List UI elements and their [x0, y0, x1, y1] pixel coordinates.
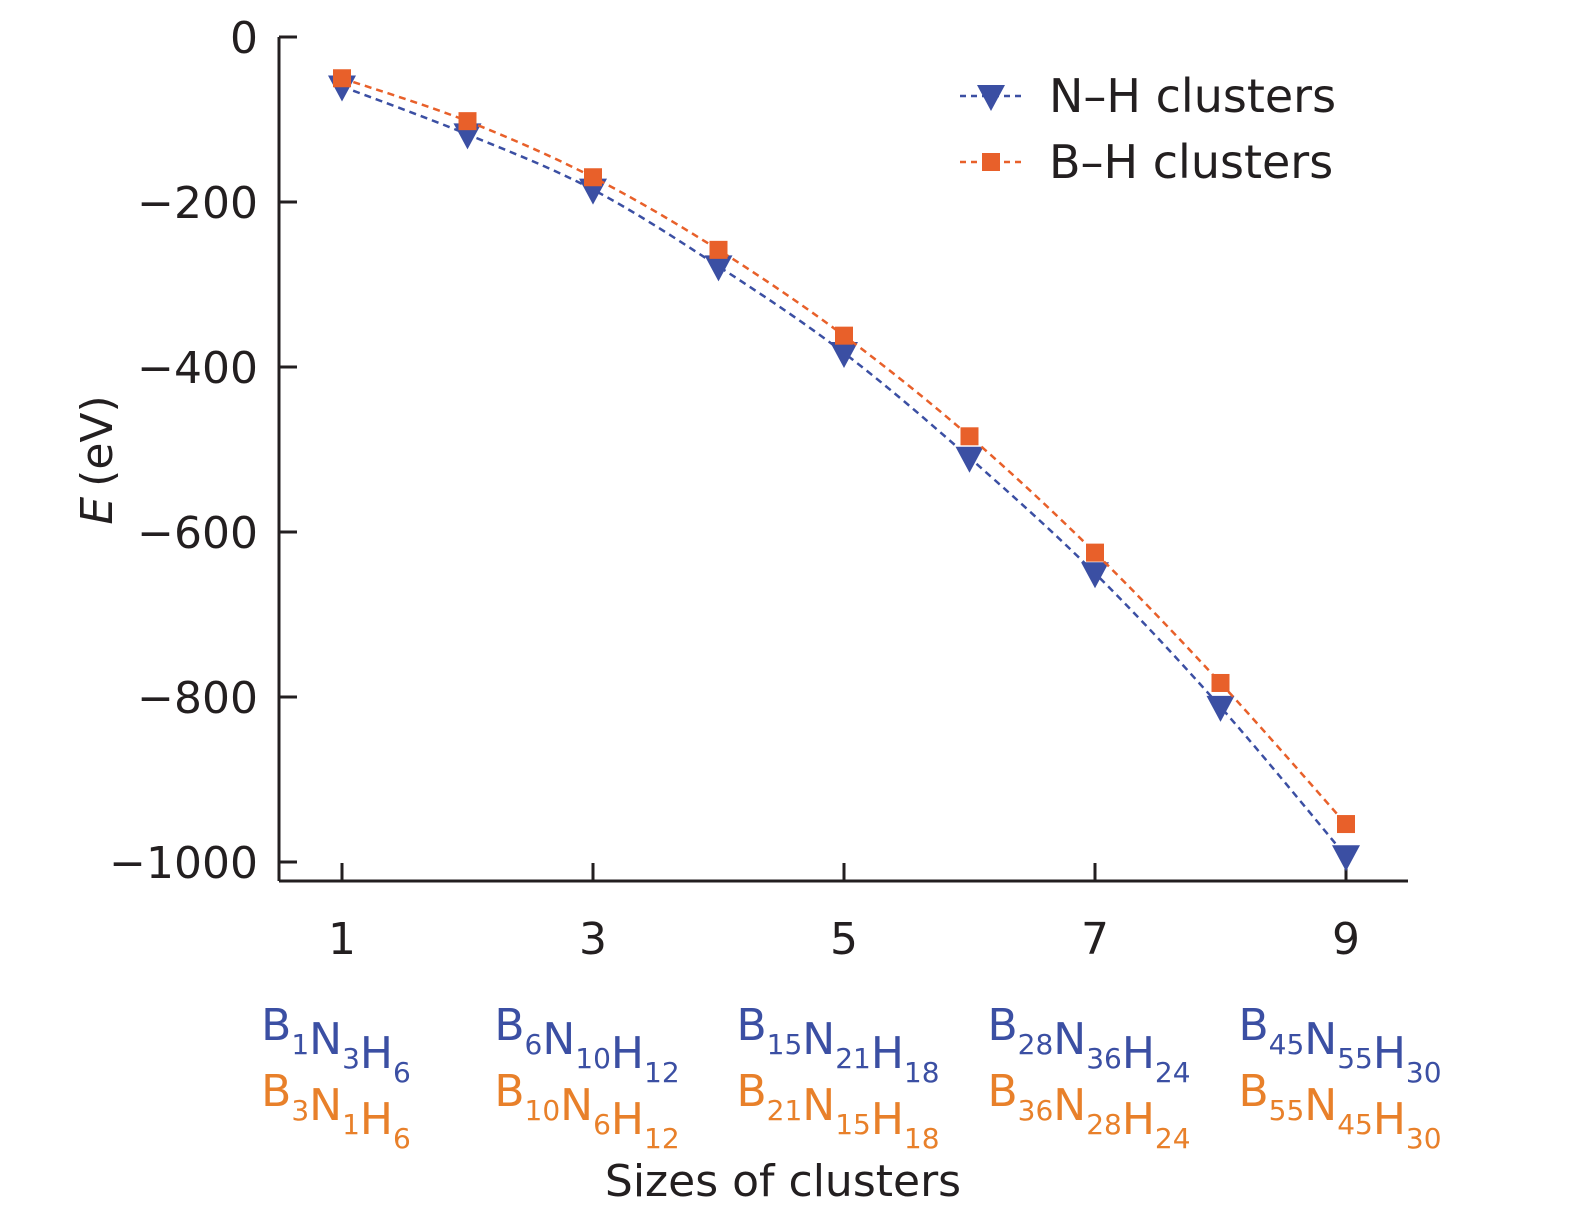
- x-tick-label: 7: [1081, 914, 1109, 965]
- legend-square-marker: [982, 153, 1000, 171]
- formula-bh-label: B55N45H30: [1238, 1066, 1441, 1155]
- bh-data-point: [458, 112, 477, 131]
- x-axis-title: Sizes of clusters: [605, 1156, 961, 1207]
- legend-label: B–H clusters: [1049, 135, 1333, 189]
- formula-nh-label: B28N36H24: [987, 1000, 1190, 1089]
- y-tick-label: −600: [137, 508, 258, 559]
- y-tick-label: −400: [137, 343, 258, 394]
- series-line: [341, 77, 1347, 825]
- formula-bh-label: B36N28H24: [987, 1066, 1190, 1155]
- x-tick-label: 3: [579, 914, 607, 965]
- y-axis-title-unit: (eV): [72, 395, 123, 487]
- legend-triangle-marker: [977, 85, 1005, 111]
- bh-data-point: [584, 168, 602, 187]
- bh-data-point: [1086, 543, 1104, 562]
- bh-data-point: [333, 69, 351, 88]
- formula-bh-label: B21N15H18: [736, 1066, 939, 1155]
- series-bh-clusters: [333, 69, 1355, 834]
- formula-nh-label: B15N21H18: [736, 1000, 939, 1089]
- nh-data-point: [1206, 695, 1235, 722]
- nh-data-point: [830, 341, 858, 368]
- series-layer: [328, 69, 1360, 872]
- bh-data-point: [709, 240, 728, 259]
- axes: 0 −200 −400 −600 −800 −1000 1 3 5 7 9: [109, 13, 1408, 965]
- formula-bh-label: B3N1H6: [261, 1066, 411, 1155]
- nh-data-point: [1332, 845, 1360, 872]
- x-tick-label: 1: [328, 914, 356, 965]
- y-tick-label: −800: [137, 673, 258, 724]
- y-tick-label: −200: [137, 178, 258, 229]
- bh-data-point: [1211, 673, 1230, 692]
- legend: N–H clusters B–H clusters: [960, 69, 1336, 189]
- formula-nh-label: B1N3H6: [261, 1000, 411, 1089]
- y-tick-label: 0: [230, 13, 258, 64]
- y-tick-label: −1000: [109, 838, 258, 889]
- y-axis-title-symbol: E: [72, 497, 123, 525]
- bh-data-point: [960, 427, 979, 446]
- x-tick-label: 9: [1332, 914, 1360, 965]
- series-line: [341, 85, 1347, 858]
- x-tick-label: 5: [830, 914, 858, 965]
- formula-nh-label: B6N10H12: [494, 1000, 679, 1089]
- legend-label: N–H clusters: [1049, 69, 1336, 123]
- bh-data-point: [1337, 815, 1355, 834]
- nh-data-point: [704, 255, 733, 282]
- formula-bh-label: B10N6H12: [494, 1066, 679, 1155]
- formula-nh-label: B45N55H30: [1238, 1000, 1441, 1089]
- series-nh-clusters: [328, 75, 1360, 872]
- bh-data-point: [835, 326, 853, 345]
- nh-data-point: [1081, 562, 1109, 589]
- y-axis-title: E (eV): [72, 395, 123, 524]
- nh-data-point: [955, 446, 984, 473]
